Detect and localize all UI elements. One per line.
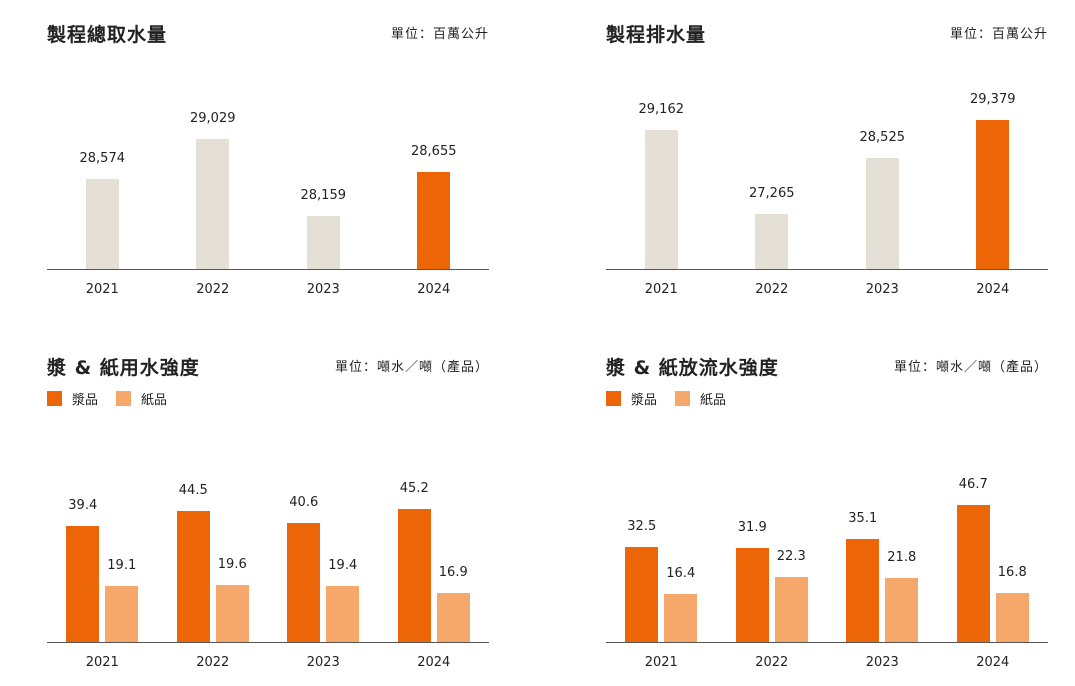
chart-title: 漿 & 紙用水強度 [47,357,200,379]
bar [196,139,230,270]
legend-label: 紙品 [700,393,727,408]
x-tick-label: 2022 [755,655,789,670]
x-tick-label: 2023 [306,655,340,670]
x-axis [606,268,1048,270]
bar-pulp [287,522,321,643]
data-label: 44.5 [178,483,208,499]
x-tick-label: 2024 [417,655,451,670]
x-tick-label: 2021 [85,282,119,297]
data-label: 31.9 [737,520,767,536]
bar-paper [105,586,139,643]
bar-paper [774,576,808,643]
data-label: 28,159 [300,188,347,204]
bar [976,120,1010,270]
chart-unit: 單位：噸水／噸（產品） [334,360,489,375]
bar-paper [995,593,1029,643]
chart-water-use-intensity: 漿 & 紙用水強度 單位：噸水／噸（產品） 漿品 紙品 39.4 19.1 2021… [47,353,489,673]
x-tick-label: 2024 [976,655,1010,670]
bar [755,213,789,270]
x-tick-label: 2024 [417,282,451,297]
bar-paper [215,584,249,643]
data-label: 28,574 [79,151,126,167]
legend-swatch [47,391,62,406]
chart-unit: 單位：噸水／噸（產品） [893,360,1048,375]
chart-title: 製程總取水量 [47,24,168,46]
chart-legend: 漿品 紙品 [47,389,167,408]
chart-legend: 漿品 紙品 [606,389,726,408]
data-label: 39.4 [68,498,98,514]
x-tick-label: 2023 [865,655,899,670]
bar-pulp [397,509,431,643]
data-label: 29,029 [190,111,236,127]
x-tick-label: 2022 [755,282,789,297]
bar-paper [664,594,698,643]
data-label: 29,162 [638,101,685,117]
legend-item-pulp: 漿品 [47,389,98,408]
data-label: 22.3 [776,548,806,564]
data-label: 21.8 [887,550,917,566]
x-tick-label: 2022 [196,655,230,670]
bar [85,179,119,270]
x-tick-label: 2022 [196,282,230,297]
chart-process-discharge: 製程排水量 單位：百萬公升 29,162 2021 27,265 2022 28,525… [606,20,1048,310]
data-label: 46.7 [958,476,988,492]
legend-swatch [116,391,132,406]
bar-pulp [176,511,210,643]
bar [865,158,899,270]
bar [417,172,451,270]
bar-pulp [846,539,880,643]
data-label: 32.5 [627,518,657,534]
chart-title: 製程排水量 [606,24,707,46]
x-tick-label: 2023 [865,282,899,297]
legend-swatch [606,391,621,406]
data-label: 19.6 [217,556,247,572]
bar-pulp [956,504,990,643]
x-tick-label: 2023 [306,282,340,297]
plot-area: 28,574 2021 29,029 2022 28,159 2023 28,655 2024 [47,110,489,297]
data-label: 16.9 [438,564,468,580]
chart-unit: 單位：百萬公升 [949,27,1048,42]
x-tick-label: 2021 [644,655,678,670]
data-label: 45.2 [399,481,429,497]
bar-pulp [625,546,659,643]
chart-effluent-intensity: 漿 & 紙放流水強度 單位：噸水／噸（產品） 漿品 紙品 32.5 16.4 202… [606,353,1048,673]
plot-area: 32.5 16.4 2021 31.9 22.3 2022 35.1 21.8 2023 46.7… [606,477,1048,670]
legend-item-paper: 紙品 [116,389,167,408]
bar-paper [436,592,470,643]
chart-total-water-withdrawal: 製程總取水量 單位：百萬公升 28,574 2021 29,029 2022 28,15… [47,20,489,310]
data-label: 29,379 [970,92,1016,108]
bar [644,129,678,270]
legend-label: 紙品 [141,393,168,408]
data-label: 19.1 [107,558,137,574]
data-label: 16.4 [666,566,696,582]
legend-item-paper: 紙品 [675,389,726,408]
bar [306,216,340,270]
bar-paper [326,585,360,643]
x-axis [47,268,489,270]
x-axis [606,641,1048,643]
x-tick-label: 2024 [976,282,1010,297]
x-tick-label: 2021 [644,282,678,297]
data-label: 35.1 [848,511,878,526]
x-axis [47,641,489,643]
plot-area: 39.4 19.1 2021 44.5 19.6 2022 40.6 19.4 2023 45.2… [47,481,489,670]
plot-area: 29,162 2021 27,265 2022 28,525 2023 29,379 2024 [606,92,1048,297]
bar-paper [885,578,919,643]
chart-unit: 單位：百萬公升 [390,27,489,42]
legend-label: 漿品 [72,393,99,408]
data-label: 16.8 [997,565,1027,581]
data-label: 28,525 [859,130,906,146]
data-label: 28,655 [411,144,457,160]
data-label: 19.4 [328,557,358,573]
bar-pulp [735,548,769,643]
bar-pulp [66,526,100,643]
chart-title: 漿 & 紙放流水強度 [606,357,779,379]
legend-label: 漿品 [631,393,658,408]
data-label: 27,265 [749,185,795,201]
data-label: 40.6 [289,494,319,510]
legend-swatch [675,391,691,406]
legend-item-pulp: 漿品 [606,389,657,408]
x-tick-label: 2021 [85,655,119,670]
